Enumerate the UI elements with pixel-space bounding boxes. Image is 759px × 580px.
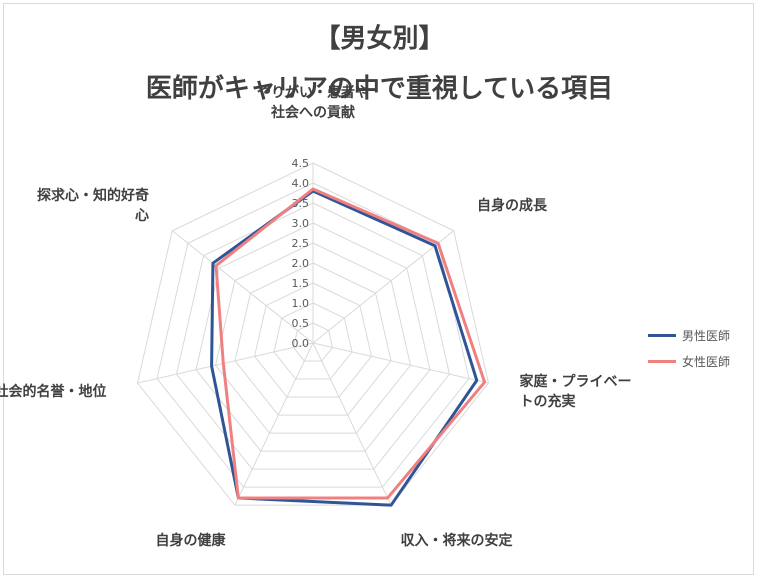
grid-ring-3 bbox=[253, 282, 373, 398]
axis-label-0: やりがい・患者や社会への貢献 bbox=[257, 84, 369, 121]
spoke-1 bbox=[312, 230, 455, 344]
tick-label-2: 1.0 bbox=[292, 297, 310, 310]
tick-label-0: 0.0 bbox=[292, 337, 310, 350]
series-line-1 bbox=[214, 187, 487, 500]
grid-ring-8 bbox=[156, 182, 470, 488]
axis-label-6: 探求心・知的好奇心 bbox=[37, 187, 149, 224]
series-line-0 bbox=[210, 189, 479, 507]
grid-ring-9 bbox=[136, 162, 490, 506]
legend-label-male: 男性医師 bbox=[682, 328, 731, 343]
series-group bbox=[210, 187, 487, 507]
radial-tick-labels: 0.0 0.5 1.0 1.5 2.0 2.5 3.0 3.5 4.0 4.5 bbox=[292, 157, 310, 350]
axis-label-3: 収入・将来の安定 bbox=[400, 532, 512, 549]
chart-title-line2: 医師がキャリアの中で重視している項目 bbox=[145, 74, 614, 104]
grid-ring-1 bbox=[292, 322, 334, 362]
tick-label-8: 4.0 bbox=[292, 177, 310, 190]
legend-item-female: 女性医師 bbox=[648, 348, 730, 374]
chart-frame bbox=[3, 3, 754, 575]
spoke-5 bbox=[137, 342, 314, 384]
grid-ring-4 bbox=[234, 262, 392, 416]
tick-label-3: 1.5 bbox=[292, 277, 310, 290]
spoke-4 bbox=[234, 342, 314, 506]
tick-label-1: 0.5 bbox=[292, 317, 310, 330]
grid-ring-5 bbox=[214, 242, 412, 434]
chart-title-line1: 【男女別】 bbox=[314, 24, 445, 54]
axis-label-4: 自身の健康 bbox=[156, 532, 227, 549]
spoke-2 bbox=[312, 342, 489, 384]
legend-item-male: 男性医師 bbox=[648, 322, 730, 348]
tick-label-7: 3.5 bbox=[292, 197, 310, 210]
grid-ring-7 bbox=[175, 202, 451, 470]
tick-label-4: 2.0 bbox=[292, 257, 310, 270]
tick-label-9: 4.5 bbox=[292, 157, 310, 170]
spoke-6 bbox=[171, 230, 314, 344]
legend-swatch-male bbox=[648, 333, 676, 337]
legend-swatch-female bbox=[648, 359, 676, 363]
spoke-3 bbox=[312, 342, 392, 506]
grid-ring-6 bbox=[195, 222, 431, 452]
legend-label-female: 女性医師 bbox=[682, 354, 731, 369]
tick-label-5: 2.5 bbox=[292, 237, 310, 250]
axis-label-2: 家庭・プライベートの充実 bbox=[519, 373, 631, 410]
grid-ring-2 bbox=[273, 302, 353, 380]
axis-label-5: 社会的名誉・地位 bbox=[0, 383, 107, 400]
axis-label-1: 自身の成長 bbox=[477, 197, 548, 214]
legend: 男性医師 女性医師 bbox=[648, 322, 730, 374]
radar-grid bbox=[136, 162, 490, 506]
tick-label-6: 3.0 bbox=[292, 217, 310, 230]
